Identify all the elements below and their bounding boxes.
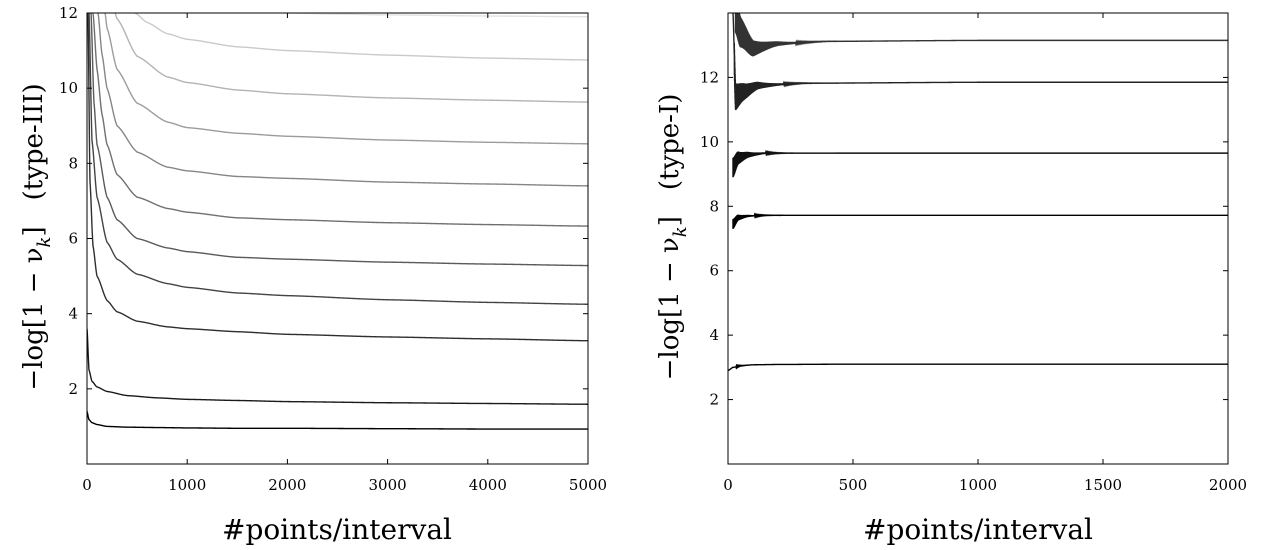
series-line-1 <box>87 410 588 430</box>
chart-left: −log[1 − νk](type-III) #points/interval … <box>19 4 607 546</box>
x-tick-label: 5000 <box>569 476 607 494</box>
series-line-4 <box>88 13 588 305</box>
y-tick-label: 6 <box>709 262 719 280</box>
x-tick-label: 1000 <box>959 476 997 494</box>
y-tick-label: 8 <box>68 154 78 172</box>
y-tick-label: 4 <box>709 326 719 344</box>
series-line-7 <box>97 13 588 187</box>
x-tick-label: 2000 <box>1209 476 1247 494</box>
x-axis-title-right: #points/interval <box>863 513 1093 546</box>
y-tick-label: 2 <box>68 380 78 398</box>
series-line-10 <box>134 13 588 61</box>
x-tick-label: 4000 <box>469 476 507 494</box>
x-tick-label: 1000 <box>168 476 206 494</box>
chart-right: −log[1 − νk](type-I) #points/interval 0 5… <box>655 12 1247 546</box>
x-axis-title-left: #points/interval <box>222 513 452 546</box>
x-tick-label: 0 <box>723 476 733 494</box>
series-line-9 <box>114 13 588 103</box>
series-group <box>87 13 588 430</box>
series-line-4 <box>732 13 1228 111</box>
series-line-5 <box>734 13 1228 57</box>
x-tick-label: 500 <box>839 476 868 494</box>
y-tick-label: 4 <box>68 305 78 323</box>
y-tick-label: 2 <box>709 391 719 409</box>
plot-frame <box>86 12 589 465</box>
series-line-6 <box>92 13 588 227</box>
series-line-8 <box>104 13 588 145</box>
series-line-2 <box>732 212 1228 229</box>
x-tick-label: 1500 <box>1084 476 1122 494</box>
y-tick-label: 12 <box>59 4 78 22</box>
series-line-1 <box>728 363 1228 372</box>
x-tick-label: 3000 <box>369 476 407 494</box>
series-line-2 <box>87 328 588 405</box>
series-line-3 <box>87 13 588 342</box>
y-tick-label: 12 <box>700 68 719 86</box>
y-tick-label: 8 <box>709 197 719 215</box>
y-tick-label: 6 <box>68 230 78 248</box>
y-tick-label: 10 <box>59 79 78 97</box>
y-axis-title-right: −log[1 − νk](type-I) <box>655 94 691 381</box>
y-axis-title-left: −log[1 − νk](type-III) <box>19 83 55 390</box>
x-tick-label: 0 <box>82 476 92 494</box>
series-line-5 <box>90 13 588 267</box>
y-tick-label: 10 <box>700 133 719 151</box>
series-group <box>728 13 1228 372</box>
series-line-3 <box>732 149 1228 178</box>
plot-frame <box>727 12 1229 465</box>
x-tick-label: 2000 <box>268 476 306 494</box>
series-line-11 <box>287 13 588 18</box>
